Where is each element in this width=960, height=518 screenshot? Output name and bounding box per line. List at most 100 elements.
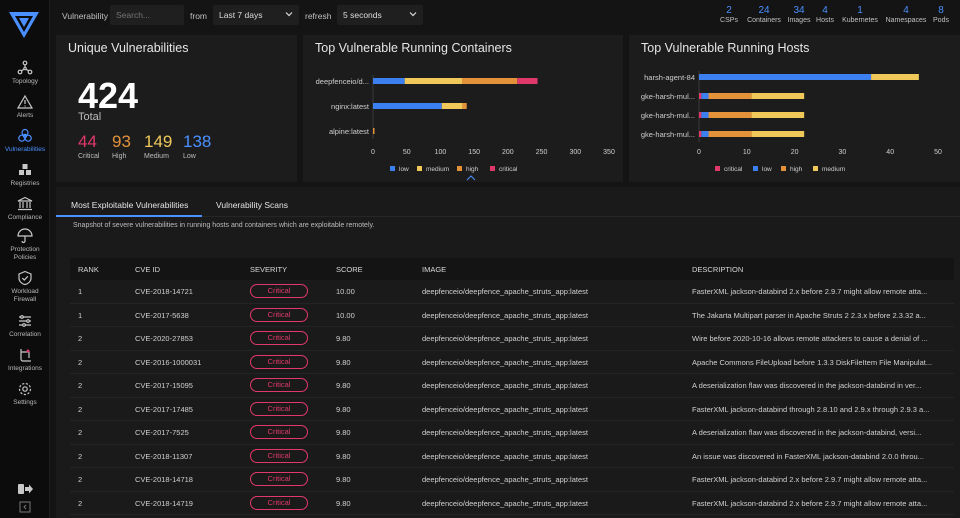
description-cell: FasterXML jackson-databind 2.x before 2.… bbox=[692, 498, 928, 508]
stat-namespaces[interactable]: 4 Namespaces bbox=[883, 6, 929, 25]
critical-count[interactable]: 44 Critical bbox=[78, 133, 99, 161]
search-input[interactable] bbox=[110, 5, 184, 25]
legend-label-critical: critical bbox=[724, 166, 743, 173]
stat-kubernetes[interactable]: 1 Kubernetes bbox=[839, 6, 881, 25]
unique-vulnerabilities-card: Unique Vulnerabilities 424 Total 44 Criti… bbox=[56, 35, 297, 182]
col-rank[interactable]: RANK bbox=[78, 265, 99, 274]
sidebar-item-compliance[interactable]: Compliance bbox=[0, 196, 50, 222]
bar-medium bbox=[751, 131, 805, 137]
cve-id-cell[interactable]: CVE-2018-14721 bbox=[135, 287, 193, 296]
table-row[interactable]: 2 CVE-2018-14719 Critical 9.80 deepfenceio/d… bbox=[70, 492, 954, 515]
medium-label: Medium bbox=[144, 153, 169, 160]
bar-high bbox=[708, 93, 752, 99]
category-label: gke-harsh-mul... bbox=[641, 92, 695, 101]
image-cell: deepfenceio/deepfence_apache_struts_app:… bbox=[422, 498, 588, 508]
col-score[interactable]: SCORE bbox=[336, 265, 363, 274]
severity-badge: Critical bbox=[250, 284, 308, 298]
cve-id-cell[interactable]: CVE-2017-5638 bbox=[135, 310, 189, 320]
cve-id-cell[interactable]: CVE-2018-14719 bbox=[135, 498, 193, 508]
cve-id-cell[interactable]: CVE-2016-1000031 bbox=[135, 357, 202, 367]
cve-id-cell[interactable]: CVE-2017-17485 bbox=[135, 404, 193, 414]
high-count[interactable]: 93 High bbox=[112, 133, 131, 161]
time-range-select[interactable]: Last 7 days bbox=[213, 5, 299, 25]
table-row[interactable]: 2 CVE-2017-17485 Critical 9.80 deepfenceio/d… bbox=[70, 398, 954, 421]
deepfence-logo[interactable] bbox=[9, 12, 39, 38]
table-row[interactable]: 1 CVE-2018-14721 Critical 10.00 deepfenceio/… bbox=[70, 280, 954, 304]
x-tick-label: 0 bbox=[697, 149, 701, 156]
tab-most-exploitable[interactable]: Most Exploitable Vulnerabilities bbox=[71, 200, 189, 210]
shield-check-icon bbox=[18, 270, 32, 286]
table-row[interactable]: 2 CVE-2017-7525 Critical 9.80 deepfenceio/de… bbox=[70, 421, 954, 445]
sidebar-item-workload-firewall[interactable]: Workload Firewall bbox=[0, 270, 50, 304]
stat-number: 1 bbox=[857, 5, 863, 16]
stat-hosts[interactable]: 4 Hosts bbox=[813, 6, 837, 25]
rank-cell: 2 bbox=[78, 334, 83, 343]
bar-medium bbox=[404, 78, 463, 84]
stat-containers[interactable]: 24 Containers bbox=[743, 6, 785, 25]
containers-chart[interactable]: deepfenceio/d... nginx:latest alpine:lates… bbox=[303, 35, 623, 182]
stat-caption: Images bbox=[787, 17, 811, 24]
image-cell: deepfenceio/deepfence_apache_struts_app:… bbox=[422, 428, 588, 437]
cve-id-cell[interactable]: CVE-2017-7525 bbox=[135, 428, 189, 437]
col-severity[interactable]: SEVERITY bbox=[250, 265, 288, 274]
sidebar-item-alerts[interactable]: Alerts bbox=[0, 94, 50, 120]
col-description[interactable]: DESCRIPTION bbox=[692, 265, 744, 274]
description-cell: Apache Commons FileUpload before 1.3.3 D… bbox=[692, 357, 933, 367]
score-cell: 9.80 bbox=[336, 381, 351, 390]
sidebar-item-correlation[interactable]: Correlation bbox=[0, 313, 50, 339]
logout-icon[interactable] bbox=[17, 482, 33, 496]
bar-medium bbox=[751, 93, 805, 99]
image-cell: deepfenceio/deepfence_apache_struts_app:… bbox=[422, 287, 588, 296]
description-cell: Wire before 2020-10-16 allows remote att… bbox=[692, 334, 928, 343]
collapse-icon[interactable] bbox=[17, 500, 33, 514]
cve-id-cell[interactable]: CVE-2020-27853 bbox=[135, 334, 193, 343]
refresh-interval-select[interactable]: 5 seconds bbox=[337, 5, 423, 25]
cve-id-cell[interactable]: CVE-2018-11307 bbox=[135, 451, 193, 461]
sidebar-item-settings[interactable]: Settings bbox=[0, 381, 50, 407]
cve-id-cell[interactable]: CVE-2017-15095 bbox=[135, 381, 193, 390]
severity-badge: Critical bbox=[250, 472, 308, 486]
sidebar-item-protection-policies[interactable]: Protection Policies bbox=[0, 228, 50, 262]
bar-medium bbox=[751, 112, 805, 118]
stat-csps[interactable]: 2 CSPs bbox=[718, 6, 740, 25]
table-row[interactable]: 2 CVE-2017-15095 Critical 9.80 deepfenceio/d… bbox=[70, 374, 954, 398]
table-row[interactable]: 2 CVE-2018-11307 Critical 9.80 deepfenceio/d… bbox=[70, 445, 954, 468]
cve-id-cell[interactable]: CVE-2018-14718 bbox=[135, 475, 193, 484]
stat-images[interactable]: 34 Images bbox=[786, 6, 812, 25]
tab-bar: Most Exploitable Vulnerabilities Vulnera… bbox=[56, 187, 960, 217]
table-row[interactable]: 2 CVE-2016-1000031 Critical 9.80 deepfenceio… bbox=[70, 351, 954, 374]
x-tick-label: 350 bbox=[603, 149, 615, 156]
sidebar-item-label: Workload Firewall bbox=[11, 288, 39, 303]
x-tick-label: 150 bbox=[468, 149, 480, 156]
severity-badge: Critical bbox=[250, 354, 308, 369]
col-cve-id[interactable]: CVE ID bbox=[135, 265, 161, 274]
table-row[interactable]: 2 CVE-2020-27853 Critical 9.80 deepfenceio/d… bbox=[70, 327, 954, 351]
bar-low bbox=[373, 103, 442, 109]
sidebar-item-registries[interactable]: Registries bbox=[0, 162, 50, 188]
sidebar-item-vulnerabilities[interactable]: Vulnerabilities bbox=[0, 128, 50, 154]
sidebar-item-topology[interactable]: Topology bbox=[0, 60, 50, 86]
bar-critical bbox=[699, 131, 702, 137]
hosts-chart[interactable]: harsh-agent-84 gke-harsh-mul... gke-harsh-… bbox=[629, 35, 960, 182]
stat-number: 8 bbox=[938, 5, 944, 16]
x-tick-label: 40 bbox=[886, 149, 894, 156]
table-row[interactable]: 1 CVE-2017-5638 Critical 10.00 deepfenceio/d… bbox=[70, 304, 954, 327]
score-cell: 10.00 bbox=[336, 287, 355, 296]
table-row[interactable]: 2 CVE-2018-14718 Critical 9.80 deepfenceio/d… bbox=[70, 468, 954, 492]
x-tick-label: 300 bbox=[569, 149, 581, 156]
medium-count[interactable]: 149 Medium bbox=[144, 133, 172, 161]
stat-pods[interactable]: 8 Pods bbox=[930, 6, 952, 25]
category-label: nginx:latest bbox=[331, 102, 370, 111]
severity-badge: Critical bbox=[250, 307, 308, 322]
chevron-down-icon bbox=[285, 12, 293, 17]
tab-vulnerability-scans[interactable]: Vulnerability Scans bbox=[216, 200, 288, 210]
card-title: Unique Vulnerabilities bbox=[68, 41, 189, 55]
description-cell: FasterXML jackson-databind through 2.8.1… bbox=[692, 404, 930, 414]
image-cell: deepfenceio/deepfence_apache_struts_app:… bbox=[422, 357, 588, 367]
col-image[interactable]: IMAGE bbox=[422, 265, 447, 274]
stat-number: 2 bbox=[726, 5, 732, 16]
low-count[interactable]: 138 Low bbox=[183, 133, 211, 161]
high-label: High bbox=[112, 153, 127, 160]
sidebar-item-integrations[interactable]: Integrations bbox=[0, 347, 50, 373]
severity-badge: Critical bbox=[250, 378, 308, 392]
